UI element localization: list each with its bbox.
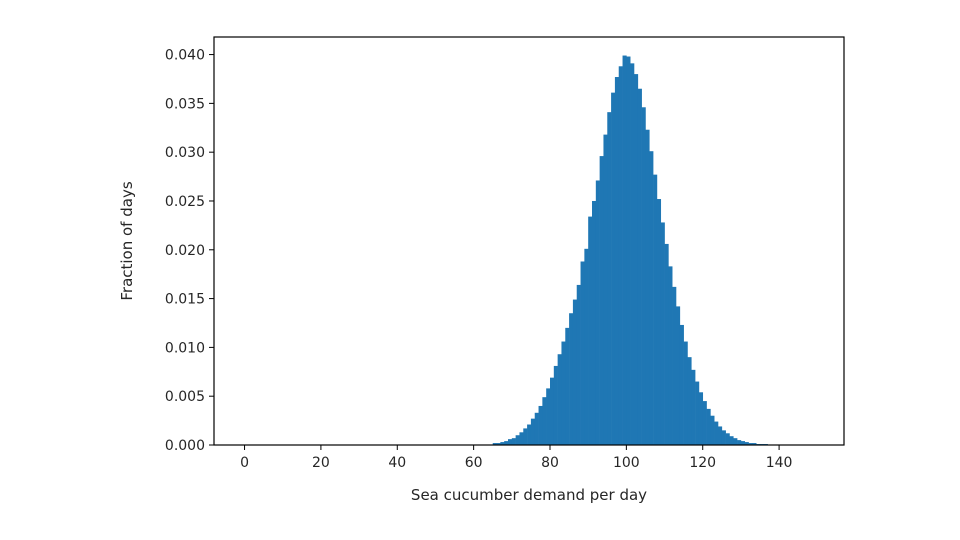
histogram-bar xyxy=(676,306,681,445)
x-axis-ticks: 0 20 40 60 80 100 120 140 xyxy=(240,445,792,471)
histogram-bar xyxy=(515,435,520,445)
histogram-bars xyxy=(492,55,768,446)
histogram-bar xyxy=(626,56,631,445)
histogram-bar xyxy=(706,408,711,445)
histogram-bar xyxy=(508,439,513,445)
histogram-bar xyxy=(584,248,589,445)
histogram-bar xyxy=(660,222,665,445)
histogram-bar xyxy=(523,428,528,445)
histogram-bar xyxy=(634,74,639,445)
histogram-bar xyxy=(664,243,669,445)
histogram-bar xyxy=(752,443,757,445)
histogram-bar xyxy=(599,156,604,445)
histogram-bar xyxy=(695,381,700,445)
histogram-bar xyxy=(511,438,516,445)
histogram-bar xyxy=(569,313,574,445)
histogram-bar xyxy=(748,443,753,445)
y-tick-label: 0.025 xyxy=(165,194,205,210)
histogram-bar xyxy=(683,341,688,445)
x-tick-label: 20 xyxy=(312,455,330,471)
histogram-bar xyxy=(546,388,551,445)
histogram-bar xyxy=(622,55,627,445)
histogram-bar xyxy=(725,433,730,445)
y-tick-label: 0.015 xyxy=(165,292,205,308)
histogram-bar xyxy=(679,324,684,445)
histogram-bar xyxy=(714,421,719,445)
histogram-bar xyxy=(588,216,593,445)
histogram-bar xyxy=(527,424,532,445)
histogram-bar xyxy=(733,438,738,445)
histogram-bar xyxy=(607,112,612,445)
histogram-bar xyxy=(561,341,566,445)
histogram-bar xyxy=(737,440,742,445)
histogram-bar xyxy=(519,432,524,445)
histogram-bar xyxy=(698,392,704,445)
histogram-bar xyxy=(668,266,673,445)
histogram-bar xyxy=(656,199,662,445)
plot-frame xyxy=(213,36,845,446)
histogram-bar xyxy=(550,377,555,445)
histogram-bar xyxy=(729,436,734,445)
histogram-bar xyxy=(702,401,707,445)
histogram-bar xyxy=(557,354,562,445)
histogram-bar xyxy=(553,365,558,445)
histogram-bar xyxy=(721,430,726,445)
x-tick-label: 100 xyxy=(613,455,640,471)
histogram-bar xyxy=(500,442,505,445)
histogram-bar xyxy=(645,129,650,445)
y-tick-label: 0.000 xyxy=(165,438,205,454)
y-tick-label: 0.010 xyxy=(165,340,205,356)
histogram-bar xyxy=(534,412,539,445)
histogram-bar xyxy=(530,418,536,445)
histogram-bar xyxy=(653,174,658,445)
y-tick-label: 0.020 xyxy=(165,243,205,259)
histogram-bar xyxy=(496,443,501,445)
x-tick-label: 60 xyxy=(465,455,483,471)
histogram-bar xyxy=(710,415,715,445)
y-tick-label: 0.030 xyxy=(165,145,205,161)
histogram-bar xyxy=(672,286,677,445)
y-axis-ticks: 0.000 0.005 0.010 0.015 0.020 0.025 0.030 0.035… xyxy=(165,48,214,454)
histogram-bar xyxy=(641,107,646,445)
y-tick-label: 0.035 xyxy=(165,96,205,112)
histogram-bar xyxy=(718,426,723,445)
histogram-bar xyxy=(618,66,623,446)
histogram-bar xyxy=(744,442,749,445)
histogram-bar xyxy=(687,357,692,445)
histogram-bar xyxy=(595,180,600,445)
histogram-bar xyxy=(492,443,497,445)
histogram-bar xyxy=(576,284,581,445)
y-tick-label: 0.040 xyxy=(165,48,205,64)
histogram-bar xyxy=(572,299,578,445)
x-axis-label: Sea cucumber demand per day xyxy=(411,486,647,504)
histogram-bar xyxy=(740,441,746,445)
x-tick-label: 40 xyxy=(388,455,406,471)
histogram-bar xyxy=(649,151,654,445)
histogram-bar xyxy=(592,200,597,445)
x-tick-label: 0 xyxy=(240,455,249,471)
histogram-bar xyxy=(504,441,509,445)
y-tick-label: 0.005 xyxy=(165,389,205,405)
histogram-bar xyxy=(630,63,635,446)
histogram-bar xyxy=(565,327,570,445)
histogram-bar xyxy=(603,134,608,445)
y-axis-label: Fraction of days xyxy=(118,181,136,300)
histogram-bar xyxy=(614,77,620,446)
histogram-bar xyxy=(691,369,696,445)
histogram-bar xyxy=(538,405,543,445)
x-tick-label: 80 xyxy=(541,455,559,471)
histogram-bar xyxy=(611,92,616,446)
histogram-bar xyxy=(580,261,585,445)
histogram-bar xyxy=(542,397,547,445)
x-tick-label: 120 xyxy=(689,455,716,471)
x-tick-label: 140 xyxy=(766,455,793,471)
histogram-bar xyxy=(637,88,642,445)
